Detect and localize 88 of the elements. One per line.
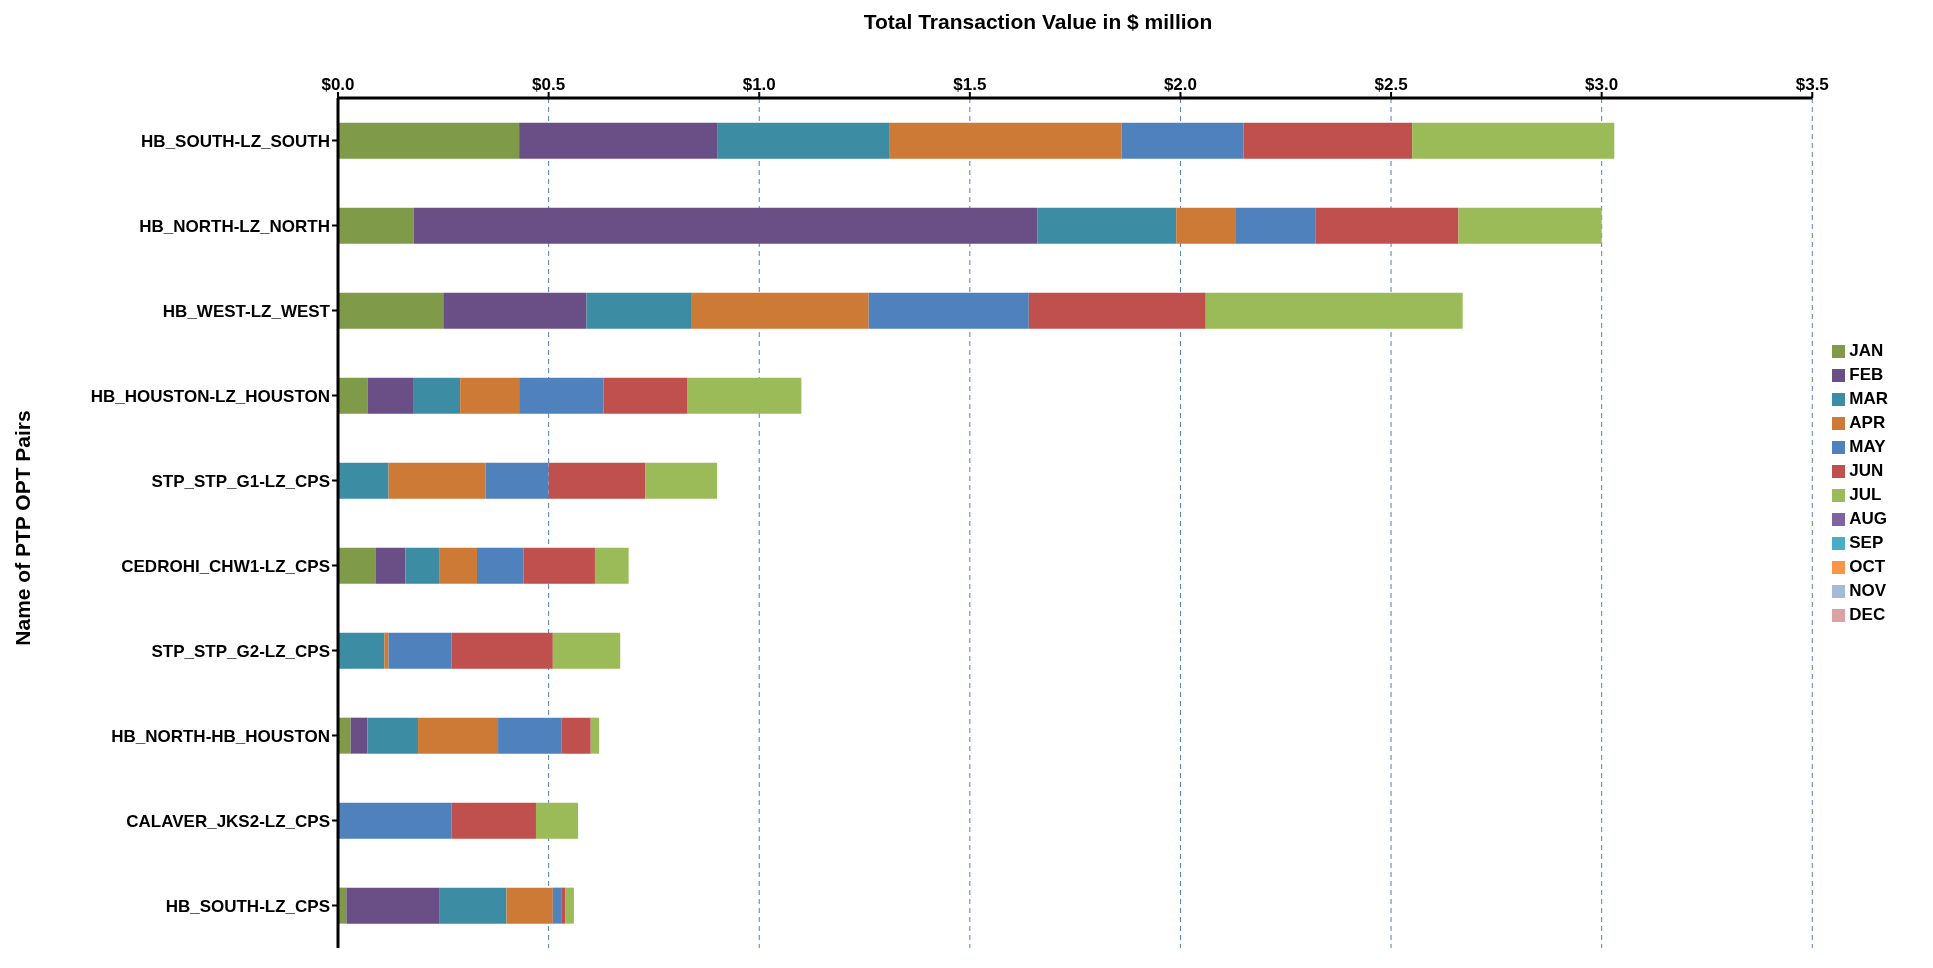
bar: [477, 547, 524, 584]
bar: [338, 462, 389, 499]
bar: [418, 717, 499, 754]
bar: [443, 292, 587, 329]
x-tick-label: $1.5: [953, 75, 987, 94]
x-tick-label: $1.0: [742, 75, 776, 94]
bar: [338, 292, 444, 329]
bar: [523, 547, 595, 584]
bar: [717, 122, 890, 159]
legend-label: AUG: [1849, 509, 1888, 528]
y-tick-label: HB_SOUTH-LZ_CPS: [165, 896, 330, 916]
bar: [367, 377, 414, 414]
legend-label: MAR: [1849, 389, 1888, 408]
bar: [460, 377, 520, 414]
bar: [346, 887, 440, 924]
bar: [691, 292, 869, 329]
x-tick-label: $3.5: [1795, 75, 1829, 94]
bar: [413, 207, 1038, 244]
bar: [561, 717, 591, 754]
legend-label: SEP: [1849, 533, 1884, 552]
legend-label: DEC: [1849, 605, 1886, 624]
bar: [388, 462, 486, 499]
y-tick-label: CALAVER_JKS2-LZ_CPS: [126, 811, 330, 831]
legend-label: APR: [1849, 413, 1886, 432]
bar: [338, 632, 385, 669]
bar: [535, 802, 579, 839]
bar: [338, 802, 452, 839]
bar: [439, 887, 507, 924]
bar: [1412, 122, 1615, 159]
y-tick-label: HB_WEST-LZ_WEST: [162, 301, 331, 321]
bar: [519, 122, 718, 159]
y-tick-label: HB_HOUSTON-LZ_HOUSTON: [90, 386, 330, 406]
bar: [645, 462, 718, 499]
bar: [603, 377, 688, 414]
legend-label: MAY: [1849, 437, 1886, 456]
bar: [1205, 292, 1463, 329]
bar: [388, 632, 452, 669]
y-tick-label: CEDROHI_CHW1-LZ_CPS: [121, 556, 330, 576]
bar: [384, 632, 389, 669]
legend-label: JUN: [1849, 461, 1884, 480]
bar: [338, 122, 520, 159]
bar: [1028, 292, 1206, 329]
bar: [451, 632, 553, 669]
bar: [439, 547, 477, 584]
bar: [1037, 207, 1177, 244]
bar: [1458, 207, 1602, 244]
bar: [367, 717, 419, 754]
legend-label: NOV: [1849, 581, 1887, 600]
bar: [506, 887, 553, 924]
bar: [586, 292, 692, 329]
legend-label: FEB: [1849, 365, 1884, 384]
bar: [413, 377, 461, 414]
bar: [1121, 122, 1244, 159]
x-tick-label: $0.0: [321, 75, 355, 94]
y-tick-label: HB_NORTH-LZ_NORTH: [139, 216, 330, 236]
bar: [338, 547, 376, 584]
legend-label: JUL: [1849, 485, 1882, 504]
bar: [552, 632, 621, 669]
bar: [594, 547, 629, 584]
y-tick-label: STP_STP_G1-LZ_CPS: [151, 471, 330, 491]
bar: [1235, 207, 1316, 244]
bar: [1315, 207, 1459, 244]
x-tick-label: $2.5: [1374, 75, 1408, 94]
y-tick-label: HB_NORTH-HB_HOUSTON: [111, 726, 330, 746]
bar: [375, 547, 406, 584]
y-axis-title: Name of PTP OPT Pairs: [11, 410, 35, 646]
bar: [451, 802, 536, 839]
bar: [687, 377, 802, 414]
bar: [590, 717, 600, 754]
x-axis-title: Total Transaction Value in $ million: [862, 10, 1214, 34]
bar: [405, 547, 440, 584]
bar: [561, 887, 566, 924]
bar: [565, 887, 574, 924]
bar: [338, 207, 414, 244]
bar: [548, 462, 646, 499]
y-tick-label: STP_STP_G2-LZ_CPS: [151, 641, 330, 661]
y-tick-label: HB_SOUTH-LZ_SOUTH: [141, 131, 330, 151]
bar: [1176, 207, 1236, 244]
x-tick-label: $0.5: [532, 75, 566, 94]
bar: [1243, 122, 1413, 159]
bar: [889, 122, 1122, 159]
bar: [552, 887, 562, 924]
legend-label: OCT: [1849, 557, 1886, 576]
bar: [350, 717, 368, 754]
bar: [338, 377, 368, 414]
x-tick-label: $3.0: [1585, 75, 1619, 94]
legend-label: JAN: [1849, 341, 1884, 360]
x-tick-label: $2.0: [1163, 75, 1197, 94]
